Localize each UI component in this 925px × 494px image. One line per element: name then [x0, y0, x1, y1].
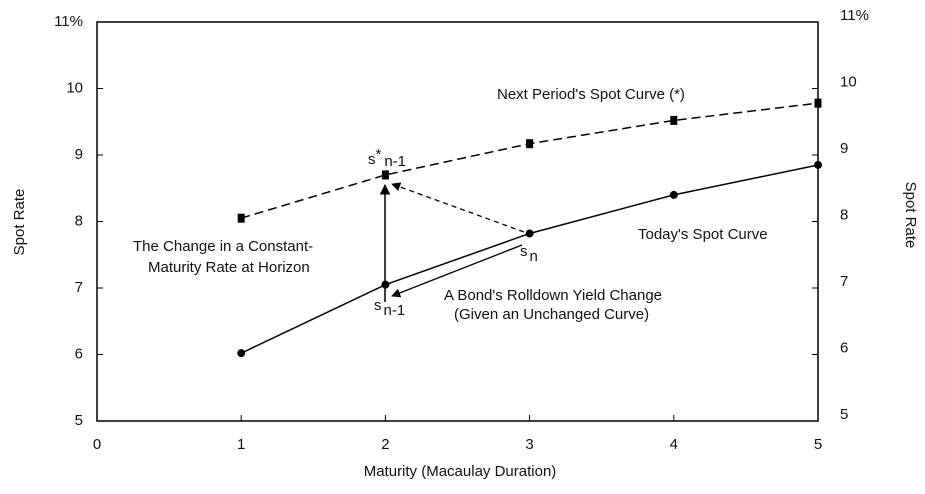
annotation-part: n-1: [384, 302, 406, 319]
y-axis-label: Spot Rate: [11, 189, 28, 256]
point: [237, 349, 246, 358]
x-tick-label: 0: [93, 436, 101, 453]
point: [381, 170, 389, 180]
annotation-part: s: [520, 243, 528, 260]
point: [381, 280, 390, 289]
point: [237, 213, 245, 223]
x-tick-label: 1: [237, 436, 245, 453]
point: [669, 190, 678, 199]
annotation: s* n-1: [368, 146, 406, 170]
point: [814, 98, 822, 108]
annotation-part: s: [368, 151, 376, 168]
point: [525, 229, 534, 238]
annotation-part: n-1: [384, 153, 406, 170]
y2-tick-label: 9: [840, 140, 848, 157]
series-label: Today's Spot Curve: [638, 226, 768, 243]
y2-tick-label: 10: [840, 73, 857, 90]
annotation-part: n: [530, 248, 538, 265]
x-tick-label: 3: [525, 436, 533, 453]
annotation: A Bond's Rolldown Yield Change: [444, 287, 662, 304]
annotation: s n-1: [374, 297, 405, 319]
annotation: Maturity Rate at Horizon: [148, 259, 310, 276]
annotation-part: *: [376, 146, 382, 163]
arrow: [391, 182, 525, 233]
y-tick-label: 11%: [54, 13, 83, 30]
y2-tick-label: 5: [840, 406, 848, 423]
x-tick-label: 5: [814, 436, 822, 453]
y2-tick-label: 7: [840, 273, 848, 290]
annotation-part: s: [374, 297, 382, 314]
series-line: [240, 102, 819, 219]
y-tick-label: 7: [75, 279, 83, 296]
arrow: [391, 244, 523, 298]
y2-tick-label: 6: [840, 339, 848, 356]
y-tick-label: 5: [75, 412, 83, 429]
point: [814, 160, 822, 169]
x-tick-label: 4: [670, 436, 678, 453]
y-tick-label: 9: [75, 146, 83, 163]
y2-tick-label: 11%: [840, 7, 869, 24]
point: [526, 139, 534, 149]
y-tick-label: 10: [66, 79, 83, 96]
series-label: Next Period's Spot Curve (*): [497, 86, 685, 103]
y-tick-label: 8: [75, 212, 83, 229]
annotation: The Change in a Constant-: [133, 238, 313, 255]
x-tick-label: 2: [381, 436, 389, 453]
y-tick-label: 6: [75, 345, 83, 362]
point: [670, 115, 678, 125]
y2-axis-label: Spot Rate: [902, 182, 919, 249]
y2-tick-label: 8: [840, 206, 848, 223]
annotation: (Given an Unchanged Curve): [454, 306, 649, 323]
x-axis-label: Maturity (Macaulay Duration): [364, 463, 557, 480]
plot-frame: [96, 21, 819, 422]
